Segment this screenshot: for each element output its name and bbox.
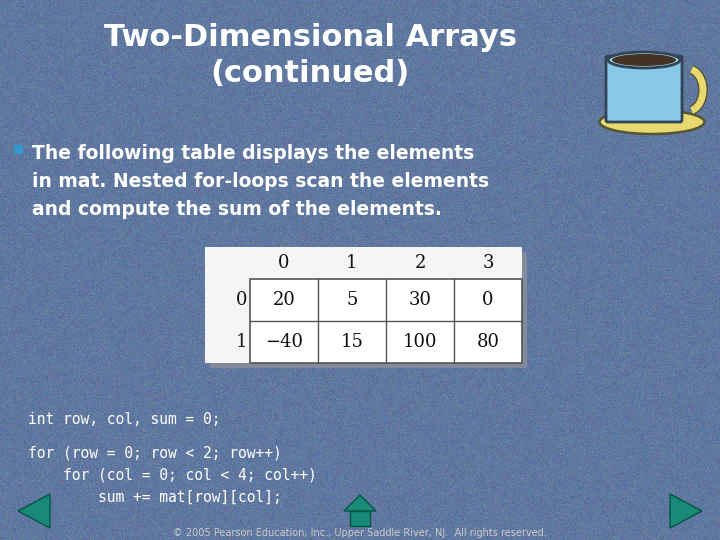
Bar [250, 279, 522, 363]
Text: for (row = 0; row < 2; row++): for (row = 0; row < 2; row++) [28, 446, 282, 461]
Polygon shape [18, 494, 50, 528]
Polygon shape [670, 494, 702, 528]
Text: The following table displays the elements: The following table displays the element… [32, 144, 474, 163]
Text: 100: 100 [402, 333, 437, 351]
Text: 3: 3 [482, 254, 494, 272]
Bar [205, 247, 522, 363]
Text: −40: −40 [265, 333, 303, 351]
Text: 1: 1 [236, 333, 248, 351]
Text: 80: 80 [477, 333, 500, 351]
Ellipse shape [608, 52, 680, 68]
Text: 5: 5 [346, 291, 358, 309]
Text: 20: 20 [273, 291, 295, 309]
Bar [350, 511, 370, 526]
Text: 15: 15 [341, 333, 364, 351]
Text: 30: 30 [408, 291, 431, 309]
Text: © 2005 Pearson Education, Inc., Upper Saddle River, NJ.  All rights reserved.: © 2005 Pearson Education, Inc., Upper Sa… [173, 528, 547, 538]
Text: for (col = 0; col < 4; col++): for (col = 0; col < 4; col++) [28, 468, 317, 483]
Text: sum += mat[row][col];: sum += mat[row][col]; [28, 490, 282, 505]
Polygon shape [344, 495, 376, 511]
Text: int row, col, sum = 0;: int row, col, sum = 0; [28, 412, 220, 427]
Text: 2: 2 [414, 254, 426, 272]
Text: 0: 0 [236, 291, 248, 309]
Ellipse shape [600, 110, 704, 134]
Bar [14, 145, 23, 154]
Bar [210, 252, 527, 368]
Text: and compute the sum of the elements.: and compute the sum of the elements. [32, 200, 442, 219]
Text: in mat. Nested for-loops scan the elements: in mat. Nested for-loops scan the elemen… [32, 172, 489, 191]
Text: (continued): (continued) [210, 59, 410, 89]
Text: 0: 0 [482, 291, 494, 309]
Text: Two-Dimensional Arrays: Two-Dimensional Arrays [104, 24, 516, 52]
Ellipse shape [612, 54, 676, 66]
Text: 0: 0 [278, 254, 289, 272]
FancyBboxPatch shape [606, 56, 682, 122]
Text: 1: 1 [346, 254, 358, 272]
